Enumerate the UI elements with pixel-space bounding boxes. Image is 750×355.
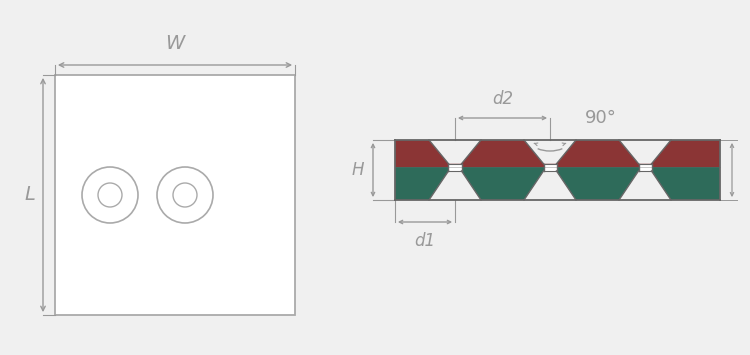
Circle shape [82, 167, 138, 223]
Text: W: W [165, 34, 184, 53]
Text: L: L [25, 186, 35, 204]
Text: H: H [352, 161, 364, 179]
Polygon shape [395, 140, 720, 167]
Polygon shape [395, 167, 720, 200]
Bar [55, 75, 295, 315]
Polygon shape [638, 164, 652, 171]
Text: d2: d2 [492, 90, 513, 108]
Circle shape [98, 183, 122, 207]
Polygon shape [448, 164, 461, 171]
Circle shape [157, 167, 213, 223]
Polygon shape [544, 164, 556, 171]
Text: d1: d1 [415, 232, 436, 250]
Text: 90°: 90° [585, 109, 616, 127]
Circle shape [173, 183, 197, 207]
